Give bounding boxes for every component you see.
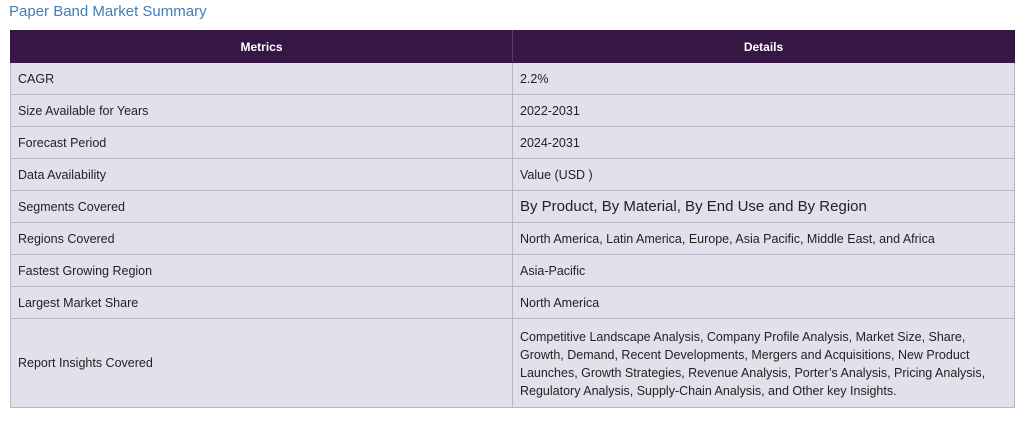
market-summary-table: Metrics Details CAGR 2.2% Size Available… <box>10 30 1015 408</box>
table-row: Fastest Growing Region Asia-Pacific <box>10 254 1015 287</box>
detail-cell: Asia-Pacific <box>512 254 1015 287</box>
column-header-details: Details <box>512 30 1015 63</box>
metric-cell: Regions Covered <box>10 222 513 255</box>
detail-cell: 2.2% <box>512 62 1015 95</box>
detail-cell: North America <box>512 286 1015 319</box>
table-row: Segments Covered By Product, By Material… <box>10 190 1015 223</box>
metric-cell: Report Insights Covered <box>10 318 513 408</box>
metric-cell: Largest Market Share <box>10 286 513 319</box>
metric-cell: CAGR <box>10 62 513 95</box>
metric-cell: Segments Covered <box>10 190 513 223</box>
table-row: Largest Market Share North America <box>10 286 1015 319</box>
page-title: Paper Band Market Summary <box>9 3 207 20</box>
metric-cell: Data Availability <box>10 158 513 191</box>
detail-cell: By Product, By Material, By End Use and … <box>512 190 1015 223</box>
detail-cell: 2022-2031 <box>512 94 1015 127</box>
detail-cell: North America, Latin America, Europe, As… <box>512 222 1015 255</box>
table-header-row: Metrics Details <box>10 30 1015 63</box>
detail-cell: Value (USD ) <box>512 158 1015 191</box>
table-row: Data Availability Value (USD ) <box>10 158 1015 191</box>
metric-cell: Size Available for Years <box>10 94 513 127</box>
table-row: CAGR 2.2% <box>10 62 1015 95</box>
table-row: Regions Covered North America, Latin Ame… <box>10 222 1015 255</box>
column-header-metrics: Metrics <box>10 30 513 63</box>
table-row: Size Available for Years 2022-2031 <box>10 94 1015 127</box>
detail-cell: 2024-2031 <box>512 126 1015 159</box>
table-row: Report Insights Covered Competitive Land… <box>10 318 1015 408</box>
table-row: Forecast Period 2024-2031 <box>10 126 1015 159</box>
metric-cell: Forecast Period <box>10 126 513 159</box>
detail-cell: Competitive Landscape Analysis, Company … <box>512 318 1015 408</box>
metric-cell: Fastest Growing Region <box>10 254 513 287</box>
